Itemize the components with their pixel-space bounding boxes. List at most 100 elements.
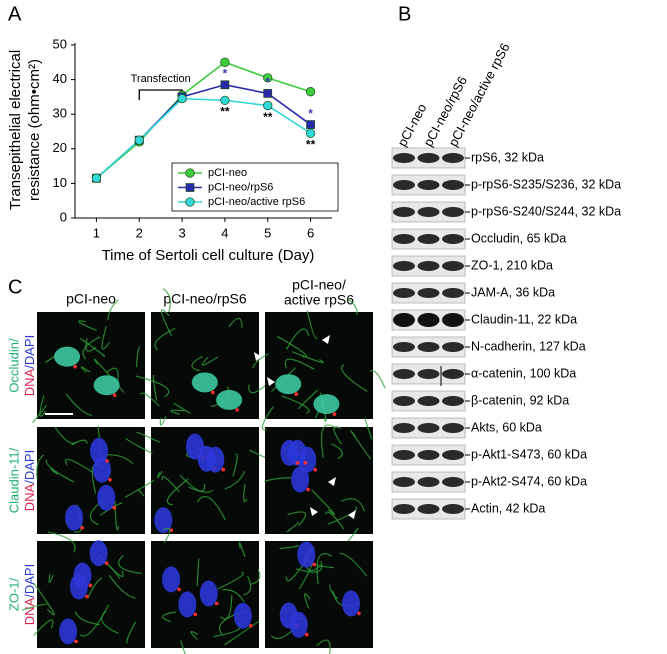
membrane	[228, 317, 243, 328]
membrane	[166, 478, 189, 506]
band	[442, 423, 464, 433]
band-label: α-catenin, 100 kDa	[471, 366, 576, 380]
dna-spot	[80, 525, 84, 530]
row-label-part: DNA	[22, 597, 37, 625]
membrane	[330, 443, 344, 460]
dna-spot	[214, 601, 219, 606]
micrograph	[265, 427, 373, 534]
panel-letter: C	[8, 276, 22, 298]
membrane	[139, 392, 160, 407]
membrane	[350, 430, 372, 460]
band-label: p-Akt1-S473, 60 kDa	[471, 447, 587, 461]
band-label: Claudin-11, 22 kDa	[471, 312, 577, 326]
membrane	[180, 640, 186, 654]
y-tick-label: 50	[53, 36, 67, 51]
nucleus	[341, 590, 360, 617]
membrane	[160, 309, 172, 337]
dna-spot	[112, 505, 117, 510]
membrane	[135, 346, 141, 368]
column-label: pCI-neo	[66, 291, 116, 307]
membrane	[78, 320, 97, 332]
membrane	[191, 355, 203, 372]
membrane	[39, 395, 47, 417]
x-tick-label: 5	[264, 225, 271, 240]
nucleus	[280, 439, 299, 466]
legend-marker	[185, 183, 195, 192]
row-label-part: /DAPI	[22, 564, 37, 598]
transfection-label: Transfection	[131, 73, 191, 85]
band-label: rpS6, 32 kDa	[471, 150, 544, 164]
x-tick-label: 1	[93, 225, 100, 240]
band	[442, 288, 464, 298]
marker	[263, 89, 273, 98]
band	[417, 261, 440, 271]
band	[417, 396, 440, 406]
membrane	[190, 630, 199, 640]
membrane	[106, 367, 119, 381]
membrane	[219, 594, 233, 620]
membrane	[304, 593, 311, 609]
y-tick-label: 0	[60, 209, 67, 224]
x-tick-label: 2	[136, 225, 143, 240]
dna-spot	[193, 612, 198, 617]
band	[417, 504, 440, 514]
dna-spot	[313, 468, 318, 472]
band	[442, 369, 464, 379]
membrane	[196, 558, 200, 587]
dna-spot	[332, 412, 337, 416]
panel-letter: B	[398, 3, 411, 25]
legend-label: pCI-neo/active rpS6	[208, 196, 305, 208]
band	[442, 342, 464, 352]
micrograph	[37, 312, 145, 419]
band	[393, 423, 415, 433]
marker	[220, 95, 230, 106]
band	[393, 153, 415, 163]
nucleus	[216, 389, 243, 410]
band	[442, 504, 464, 514]
membrane	[99, 502, 123, 516]
band-label: Occludin, 65 kDa	[471, 231, 566, 245]
membrane	[222, 589, 245, 603]
transfection-bracket	[138, 89, 183, 100]
membrane	[124, 479, 155, 498]
membrane	[36, 454, 45, 480]
nucleus	[93, 375, 120, 396]
arrowhead	[322, 335, 330, 344]
dna-spot	[306, 487, 310, 492]
row-label: Claudin-11/	[6, 447, 21, 513]
band-label: p-rpS6-S235/S236, 32 kDa	[471, 177, 621, 191]
membrane	[329, 584, 339, 600]
membrane	[82, 336, 101, 360]
nucleus	[233, 602, 252, 629]
membrane	[79, 337, 106, 357]
significance: **	[220, 105, 230, 119]
marker	[263, 73, 273, 83]
dna-spot	[105, 459, 109, 463]
nucleus	[97, 484, 116, 511]
membrane	[369, 370, 386, 389]
band-label: ZO-1, 210 kDa	[471, 258, 553, 272]
band	[417, 313, 440, 327]
band	[393, 504, 415, 514]
marker	[91, 173, 102, 183]
membrane	[339, 552, 368, 577]
dna-spot	[73, 364, 77, 369]
row-label: DNA/DAPI	[22, 564, 37, 625]
band	[417, 153, 440, 163]
membrane	[340, 498, 365, 512]
band	[393, 288, 415, 298]
dna-spot	[74, 639, 78, 644]
membrane	[250, 569, 261, 585]
nucleus	[291, 466, 310, 493]
band	[393, 234, 415, 244]
band	[417, 234, 440, 244]
membrane	[50, 468, 58, 475]
dna-spot	[295, 461, 300, 465]
x-tick-label: 6	[307, 225, 314, 240]
membrane	[306, 310, 318, 340]
membrane	[156, 470, 163, 479]
membrane	[261, 406, 274, 431]
membrane	[45, 459, 75, 483]
marker	[305, 87, 316, 97]
nucleus	[154, 507, 173, 534]
